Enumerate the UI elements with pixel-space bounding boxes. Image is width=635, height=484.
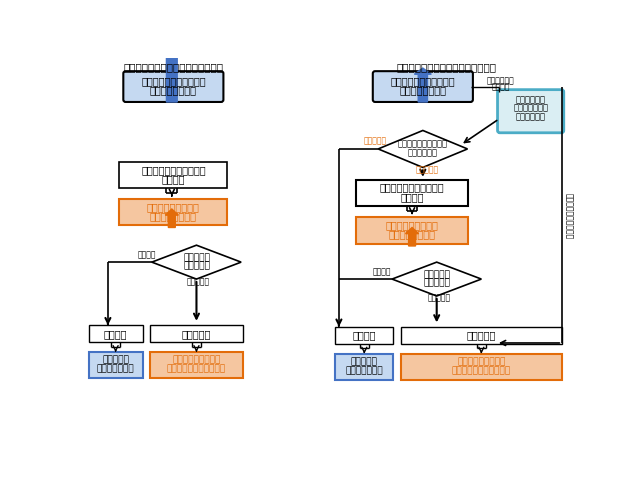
Text: の有無を判断: の有無を判断 bbox=[408, 148, 438, 157]
Bar bbox=[89, 325, 143, 342]
FancyArrow shape bbox=[163, 42, 181, 102]
Text: 基準の確認: 基準の確認 bbox=[183, 261, 210, 271]
Text: （第３条第７項）: （第３条第７項） bbox=[150, 85, 197, 95]
Text: 基準不適合: 基準不適合 bbox=[427, 294, 451, 303]
FancyArrow shape bbox=[415, 68, 431, 102]
Text: 内容に不備がない場合: 内容に不備がない場合 bbox=[565, 193, 573, 239]
Bar bbox=[150, 325, 243, 342]
Text: 法に基づく措置等の実施: 法に基づく措置等の実施 bbox=[451, 366, 511, 375]
Bar bbox=[119, 199, 227, 225]
Text: 土壌汚染状況調査: 土壌汚染状況調査 bbox=[150, 211, 197, 221]
Text: 調査命令: 調査命令 bbox=[162, 174, 185, 184]
Text: （届出者）届出書の提出: （届出者）届出書の提出 bbox=[391, 76, 455, 86]
Text: 調査命令: 調査命令 bbox=[400, 192, 424, 202]
Text: 土地の所有者等に対して: 土地の所有者等に対して bbox=[141, 165, 206, 175]
Text: （届出者）届出書の提出: （届出者）届出書の提出 bbox=[141, 76, 206, 86]
Text: 対応終了: 対応終了 bbox=[104, 329, 128, 339]
Text: 形質変更の実施: 形質変更の実施 bbox=[97, 364, 135, 374]
Text: 区域指定の: 区域指定の bbox=[424, 270, 450, 279]
Text: （土地の所有者等）: （土地の所有者等） bbox=[147, 202, 200, 212]
Text: 土地の所有者等に対して: 土地の所有者等に対して bbox=[380, 182, 444, 193]
Bar bbox=[89, 352, 143, 378]
Text: （汚染あり）: （汚染あり） bbox=[516, 112, 545, 121]
Text: 土壌汚染状況調査: 土壌汚染状況調査 bbox=[389, 229, 436, 240]
Text: おそれなし: おそれなし bbox=[364, 136, 387, 145]
Bar bbox=[356, 217, 467, 243]
Bar bbox=[119, 162, 227, 188]
Text: 形質変更の実施: 形質変更の実施 bbox=[345, 366, 383, 375]
Text: （届出者）: （届出者） bbox=[102, 355, 129, 364]
Text: 区域指定の: 区域指定の bbox=[183, 253, 210, 262]
Text: おそれあり: おそれあり bbox=[416, 165, 439, 174]
Text: 対応終了: 対応終了 bbox=[352, 330, 376, 340]
Text: 区域の指定: 区域の指定 bbox=[467, 330, 496, 340]
Bar bbox=[401, 354, 562, 380]
Polygon shape bbox=[378, 131, 467, 167]
Text: 法に基づく措置等の実施: 法に基づく措置等の実施 bbox=[167, 364, 226, 374]
Bar bbox=[335, 354, 393, 380]
Text: 「土壌汚染のおそれ」: 「土壌汚染のおそれ」 bbox=[398, 140, 448, 149]
Polygon shape bbox=[392, 262, 481, 296]
FancyArrow shape bbox=[406, 227, 418, 246]
Text: ある場合: ある場合 bbox=[491, 83, 510, 92]
FancyArrow shape bbox=[165, 209, 178, 227]
Text: （土地の所有者等）: （土地の所有者等） bbox=[457, 357, 505, 366]
Text: （届出者）: （届出者） bbox=[351, 357, 378, 366]
FancyBboxPatch shape bbox=[498, 90, 564, 133]
Text: 基準の確認: 基準の確認 bbox=[424, 278, 450, 287]
Bar bbox=[150, 352, 243, 378]
Text: 土壌汚染状況: 土壌汚染状況 bbox=[516, 95, 545, 104]
Polygon shape bbox=[152, 245, 241, 279]
Text: （土地の所有者等）: （土地の所有者等） bbox=[385, 220, 439, 230]
FancyBboxPatch shape bbox=[373, 71, 473, 102]
Text: （法第３条第７項の届出後の流れ）: （法第３条第７項の届出後の流れ） bbox=[123, 62, 224, 72]
FancyBboxPatch shape bbox=[123, 71, 224, 102]
Text: 内容に不備が: 内容に不備が bbox=[487, 76, 514, 85]
Text: 調査結果の添付: 調査結果の添付 bbox=[513, 104, 548, 113]
Text: （土地の所有者等）: （土地の所有者等） bbox=[172, 355, 220, 364]
Text: 基準適合: 基準適合 bbox=[138, 250, 156, 259]
Text: 区域の指定: 区域の指定 bbox=[182, 329, 211, 339]
Bar bbox=[356, 180, 467, 206]
Bar bbox=[401, 327, 562, 344]
Text: 基準不適合: 基準不適合 bbox=[187, 277, 210, 286]
Text: 基準適合: 基準適合 bbox=[373, 267, 391, 276]
Text: （第４条第１項）: （第４条第１項） bbox=[399, 85, 446, 95]
Text: （法第４条第１項の届出後の流れ）: （法第４条第１項の届出後の流れ） bbox=[397, 62, 497, 72]
Bar bbox=[335, 327, 393, 344]
